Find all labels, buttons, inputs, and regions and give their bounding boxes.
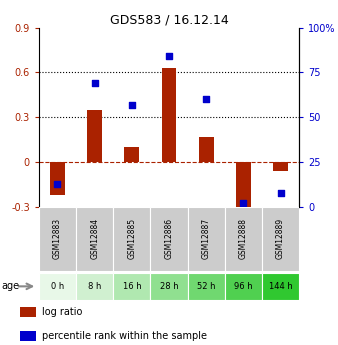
- Bar: [188, 207, 225, 271]
- Text: GSM12888: GSM12888: [239, 218, 248, 259]
- Text: age: age: [2, 282, 20, 291]
- Bar: [262, 273, 299, 300]
- Bar: [199, 137, 214, 162]
- Bar: [39, 273, 76, 300]
- Bar: [150, 273, 188, 300]
- Point: [241, 201, 246, 206]
- Bar: [273, 162, 288, 171]
- Text: 0 h: 0 h: [51, 282, 64, 291]
- Bar: [39, 207, 76, 271]
- Bar: [188, 273, 225, 300]
- Bar: [150, 207, 188, 271]
- Text: GSM12883: GSM12883: [53, 218, 62, 259]
- Text: log ratio: log ratio: [42, 307, 82, 317]
- Text: 8 h: 8 h: [88, 282, 101, 291]
- Point: [203, 97, 209, 102]
- Text: 52 h: 52 h: [197, 282, 215, 291]
- Point: [166, 53, 172, 59]
- Bar: [236, 162, 251, 217]
- Text: GSM12885: GSM12885: [127, 218, 136, 259]
- Text: 96 h: 96 h: [234, 282, 253, 291]
- Bar: [262, 207, 299, 271]
- Bar: [76, 273, 113, 300]
- Bar: [162, 68, 176, 162]
- Bar: [20, 307, 35, 317]
- Bar: [113, 273, 150, 300]
- Title: GDS583 / 16.12.14: GDS583 / 16.12.14: [110, 13, 228, 27]
- Text: GSM12887: GSM12887: [202, 218, 211, 259]
- Point: [92, 80, 97, 86]
- Bar: [113, 207, 150, 271]
- Text: 28 h: 28 h: [160, 282, 178, 291]
- Point: [278, 190, 283, 195]
- Bar: [20, 331, 35, 341]
- Bar: [87, 110, 102, 162]
- Point: [55, 181, 60, 186]
- Bar: [124, 147, 139, 162]
- Text: GSM12889: GSM12889: [276, 218, 285, 259]
- Bar: [50, 162, 65, 195]
- Bar: [76, 207, 113, 271]
- Text: percentile rank within the sample: percentile rank within the sample: [42, 331, 207, 341]
- Bar: [225, 207, 262, 271]
- Text: 144 h: 144 h: [269, 282, 292, 291]
- Text: GSM12884: GSM12884: [90, 218, 99, 259]
- Bar: [225, 273, 262, 300]
- Point: [129, 102, 135, 108]
- Text: 16 h: 16 h: [122, 282, 141, 291]
- Text: GSM12886: GSM12886: [165, 218, 173, 259]
